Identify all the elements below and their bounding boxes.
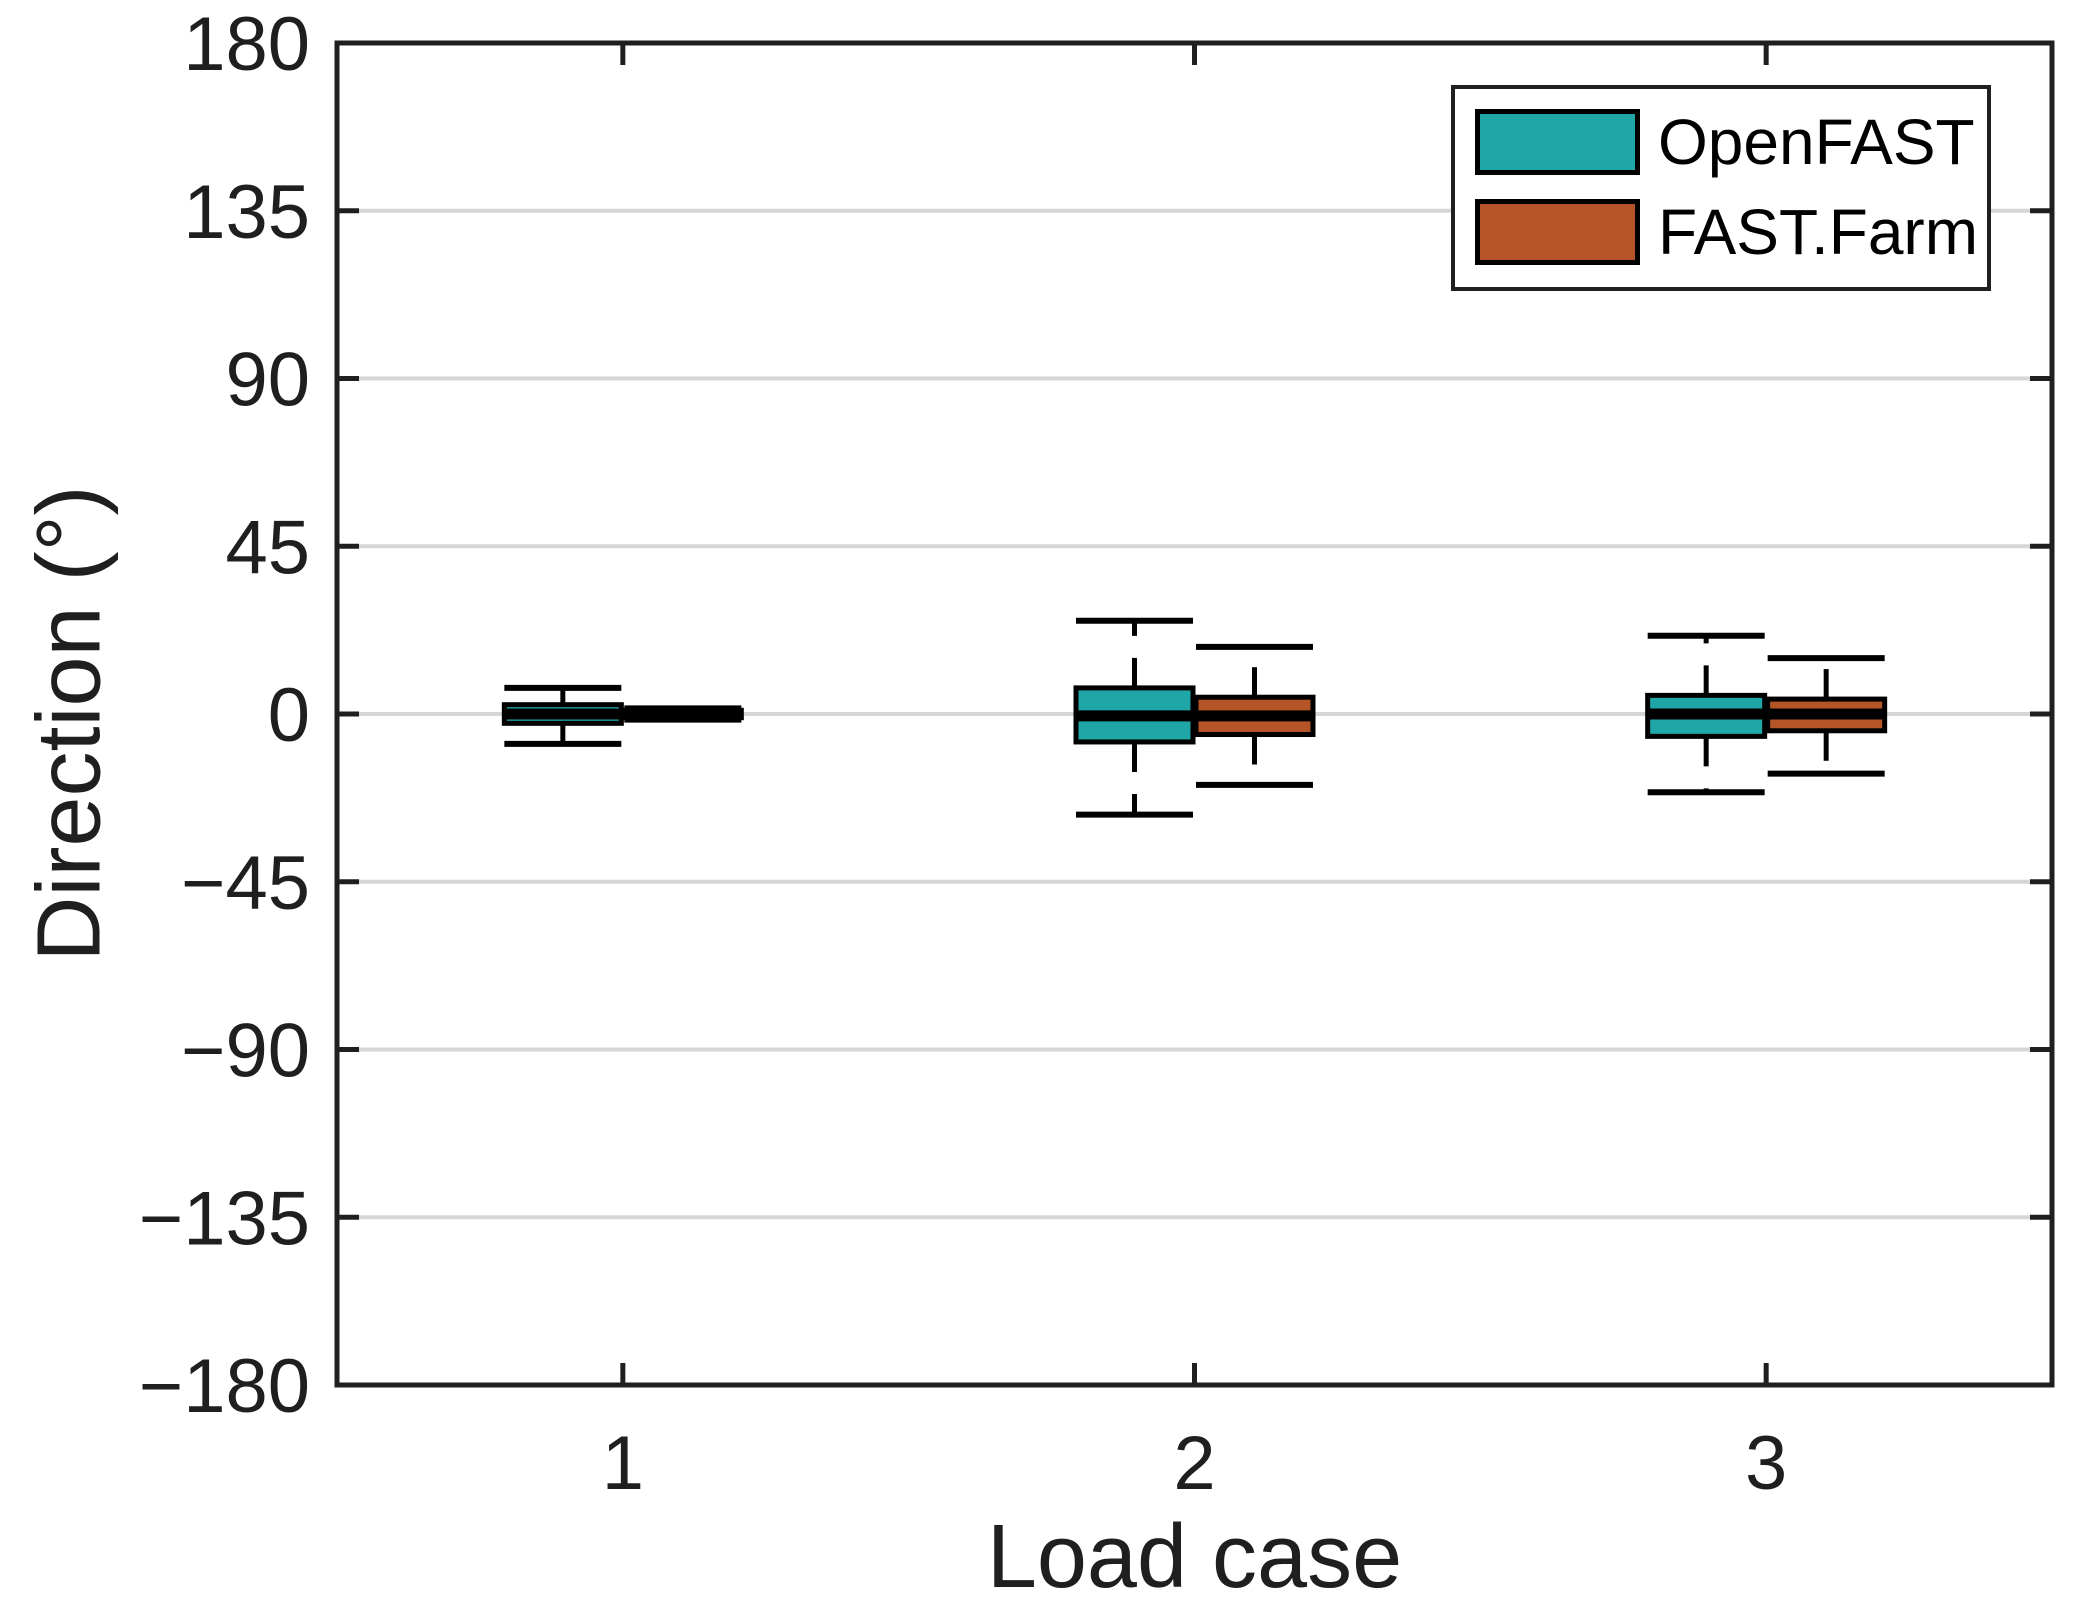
y-tick-label--180: −180 bbox=[139, 1344, 310, 1429]
y-tick-label-180: 180 bbox=[183, 2, 310, 87]
x-tick-label-2: 2 bbox=[1173, 1421, 1215, 1506]
y-tick-label-45: 45 bbox=[225, 505, 310, 590]
y-tick-label--45: −45 bbox=[181, 841, 310, 926]
legend: OpenFAST FAST.Farm bbox=[1451, 85, 1991, 291]
y-tick-label--90: −90 bbox=[181, 1009, 310, 1094]
y-axis-title: Direction (°) bbox=[19, 485, 120, 962]
y-tick-label-135: 135 bbox=[183, 170, 310, 255]
legend-label-openfast: OpenFAST bbox=[1658, 106, 1975, 178]
legend-swatch-fastfarm bbox=[1475, 199, 1640, 265]
y-tick-label-0: 0 bbox=[268, 673, 310, 758]
x-tick-label-1: 1 bbox=[602, 1421, 644, 1506]
y-tick-label-90: 90 bbox=[225, 338, 310, 423]
legend-label-fastfarm: FAST.Farm bbox=[1658, 196, 1979, 268]
legend-item-openfast: OpenFAST bbox=[1475, 109, 1975, 175]
y-tick-label--135: −135 bbox=[139, 1176, 310, 1261]
legend-swatch-openfast bbox=[1475, 109, 1640, 175]
x-axis-title: Load case bbox=[986, 1507, 1403, 1607]
legend-item-fastfarm: FAST.Farm bbox=[1475, 199, 1978, 265]
x-tick-label-3: 3 bbox=[1745, 1421, 1787, 1506]
